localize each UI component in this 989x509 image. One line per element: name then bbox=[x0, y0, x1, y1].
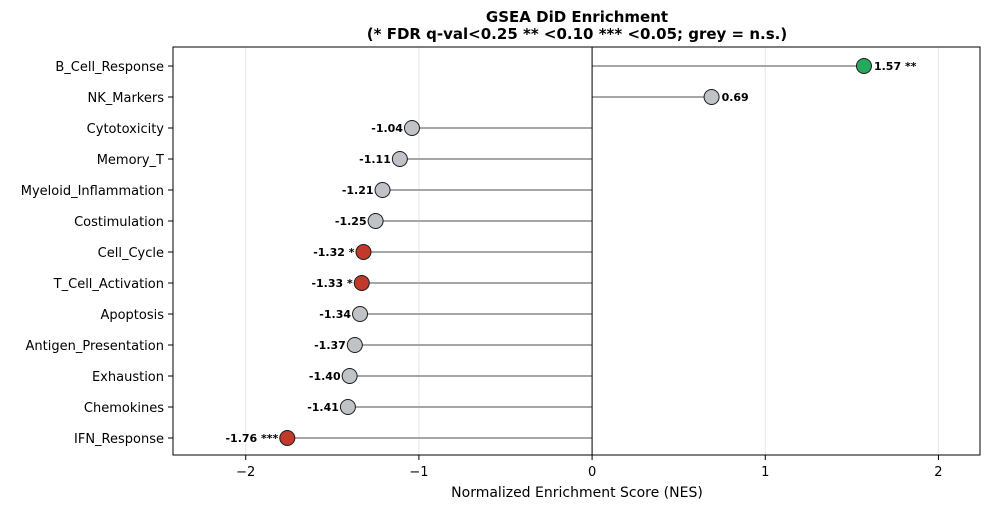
lollipop-dot bbox=[353, 275, 370, 291]
data-label: -1.04 bbox=[371, 122, 403, 135]
data-label: -1.40 bbox=[309, 370, 341, 383]
lollipop-dot bbox=[341, 368, 358, 384]
y-tick-label: NK_Markers bbox=[88, 91, 165, 106]
y-tick-label: Cell_Cycle bbox=[98, 246, 164, 261]
x-axis-label: Normalized Enrichment Score (NES) bbox=[451, 485, 703, 501]
x-tick-label: −1 bbox=[409, 465, 428, 480]
y-tick-label: T_Cell_Activation bbox=[53, 277, 164, 292]
data-label: -1.33 * bbox=[311, 277, 353, 290]
y-tick-label: Antigen_Presentation bbox=[26, 339, 164, 354]
dot-layer bbox=[279, 58, 872, 446]
data-label: 0.69 bbox=[722, 91, 749, 104]
lollipop-dot bbox=[346, 337, 363, 353]
data-label: -1.34 bbox=[319, 308, 351, 321]
y-tick-label: Costimulation bbox=[74, 215, 164, 230]
lollipop-dot bbox=[391, 151, 408, 167]
y-axis-ticks: B_Cell_Response NK_Markers Cytotoxicity Mem… bbox=[21, 60, 173, 447]
data-label: -1.41 bbox=[307, 401, 339, 414]
x-tick-label: 0 bbox=[588, 465, 596, 480]
plot-frame bbox=[172, 46, 981, 456]
data-label: -1.76 *** bbox=[225, 432, 278, 445]
y-tick-label: Chemokines bbox=[84, 401, 164, 416]
data-label: -1.11 bbox=[359, 153, 391, 166]
data-label: 1.57 ** bbox=[874, 60, 917, 73]
lollipop-dot bbox=[374, 182, 391, 198]
data-label: -1.32 * bbox=[313, 246, 355, 259]
data-label: -1.21 bbox=[342, 184, 374, 197]
lollipop-dot bbox=[703, 89, 720, 105]
chart-title-line1: GSEA DiD Enrichment bbox=[486, 8, 668, 26]
y-tick-label: Apoptosis bbox=[100, 308, 164, 323]
data-label: -1.37 bbox=[314, 339, 346, 352]
lollipop-dot bbox=[279, 430, 296, 446]
stem-layer bbox=[287, 65, 864, 439]
x-tick-label: 1 bbox=[761, 465, 769, 480]
lollipop-dot bbox=[855, 58, 872, 74]
y-tick-label: Myeloid_Inflammation bbox=[21, 184, 164, 199]
y-tick-label: B_Cell_Response bbox=[55, 60, 164, 75]
data-label-layer: 1.57 ** 0.69 -1.04 -1.11 -1.21 -1.25 -1.32 * -1… bbox=[225, 60, 916, 445]
y-tick-label: IFN_Response bbox=[74, 432, 164, 447]
chart-title-line2: (* FDR q-val<0.25 ** <0.10 *** <0.05; gr… bbox=[367, 25, 787, 43]
x-axis-ticks: −2 −1 0 1 2 bbox=[236, 455, 943, 480]
y-tick-label: Cytotoxicity bbox=[87, 122, 165, 137]
lollipop-dot bbox=[355, 244, 372, 260]
y-tick-label: Memory_T bbox=[97, 153, 164, 168]
lollipop-dot bbox=[339, 399, 356, 415]
y-tick-label: Exhaustion bbox=[92, 370, 164, 385]
data-label: -1.25 bbox=[335, 215, 367, 228]
x-tick-label: −2 bbox=[236, 465, 255, 480]
lollipop-dot bbox=[352, 306, 369, 322]
x-tick-label: 2 bbox=[934, 465, 942, 480]
lollipop-dot bbox=[403, 120, 420, 136]
lollipop-dot bbox=[367, 213, 384, 229]
